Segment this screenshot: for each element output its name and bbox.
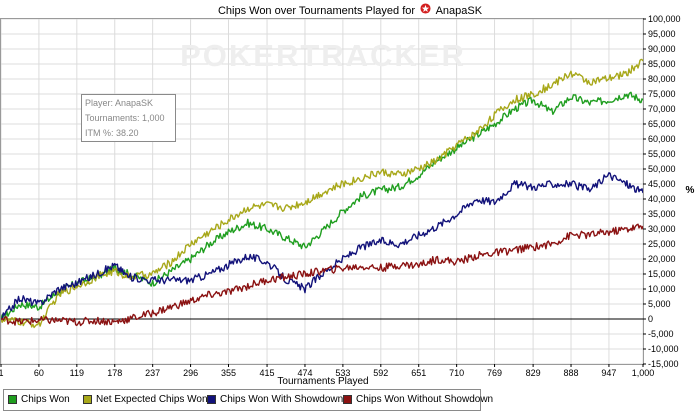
y-tick-label: 80,000 xyxy=(648,74,676,84)
y-tick-label: 75,000 xyxy=(648,89,676,99)
x-tick-label: 1 xyxy=(0,368,4,378)
x-tick-label: 355 xyxy=(221,368,236,378)
x-tick-label: 415 xyxy=(260,368,275,378)
y-right-unit-label: % xyxy=(686,185,695,196)
x-tick-label: 829 xyxy=(526,368,541,378)
x-tick-label: 769 xyxy=(487,368,502,378)
legend-item-without-showdown: Chips Won Without Showdown xyxy=(343,394,493,405)
legend-swatch-with-showdown xyxy=(207,395,216,404)
y-tick-label: -15,000 xyxy=(648,359,679,369)
y-tick-label: 20,000 xyxy=(648,254,676,264)
info-player: Player: AnapaSK xyxy=(85,98,153,108)
y-tick-label: -5,000 xyxy=(648,329,674,339)
info-box: Player: AnapaSK Tournaments: 1,000 ITM %… xyxy=(81,94,176,142)
pokertracker-watermark: POKERTRACKER xyxy=(180,38,466,73)
pokerstars-icon xyxy=(420,3,431,17)
y-tick-label: 85,000 xyxy=(648,59,676,69)
plot-border xyxy=(0,18,644,365)
series-net-expected-chips-won xyxy=(0,58,644,329)
x-tick-label: 178 xyxy=(107,368,122,378)
chart-title: Chips Won over Tournaments Played for An… xyxy=(0,3,700,19)
legend-label: Chips Won With Showdown xyxy=(220,394,344,405)
legend-item-with-showdown: Chips Won With Showdown xyxy=(207,394,343,405)
x-tick-label: 474 xyxy=(297,368,312,378)
x-tick-label: 1,000 xyxy=(632,368,655,378)
chart-plot: POKERTRACKER 1 60 119 178 237 296 355 415 474 533… xyxy=(0,14,695,387)
grid-lines xyxy=(0,18,644,365)
legend-label: Net Expected Chips Won xyxy=(96,394,208,405)
x-axis: 1 60 119 178 237 296 355 415 474 533 592 651 710 769 8… xyxy=(0,364,654,378)
y-tick-label: -10,000 xyxy=(648,344,679,354)
y-tick-label: 50,000 xyxy=(648,164,676,174)
y-tick-label: 0 xyxy=(648,314,653,324)
player-name: AnapaSK xyxy=(435,4,483,17)
y-tick-label: 60,000 xyxy=(648,134,676,144)
legend-label: Chips Won Without Showdown xyxy=(356,394,494,405)
x-tick-label: 592 xyxy=(373,368,388,378)
y-tick-label: 15,000 xyxy=(648,269,676,279)
chart-title-text: Chips Won over Tournaments Played for xyxy=(217,4,416,17)
y-tick-label: 55,000 xyxy=(648,149,676,159)
legend-item-chips-won: Chips Won xyxy=(8,394,70,405)
series-chips-won-without-showdown xyxy=(0,223,644,327)
x-tick-label: 710 xyxy=(449,368,464,378)
legend-label: Chips Won xyxy=(21,394,70,405)
legend-swatch-without-showdown xyxy=(343,395,352,404)
y-tick-label: 30,000 xyxy=(648,224,676,234)
legend-item-net-expected: Net Expected Chips Won xyxy=(83,394,208,405)
x-tick-label: 296 xyxy=(183,368,198,378)
legend-swatch-net-expected xyxy=(83,395,92,404)
y-tick-label: 5,000 xyxy=(648,299,671,309)
x-tick-label: 947 xyxy=(601,368,616,378)
x-tick-label: 119 xyxy=(70,368,84,378)
info-tournaments: Tournaments: 1,000 xyxy=(85,113,165,123)
x-tick-label: 888 xyxy=(564,368,579,378)
y-tick-label: 40,000 xyxy=(648,194,676,204)
y-tick-label: 95,000 xyxy=(648,29,676,39)
y-tick-label: 90,000 xyxy=(648,44,676,54)
x-tick-label: 533 xyxy=(335,368,350,378)
y-tick-label: 70,000 xyxy=(648,104,676,114)
x-axis-label: Tournaments Played xyxy=(277,376,368,387)
legend: Chips Won Net Expected Chips Won Chips W… xyxy=(3,389,493,411)
legend-swatch-chips-won xyxy=(8,395,17,404)
y-tick-label: 25,000 xyxy=(648,239,676,249)
info-itm: ITM %: 38.20 xyxy=(85,128,139,138)
y-axis: -15,000 -10,000 -5,000 0 5,000 10,000 15,000 20… xyxy=(643,14,681,369)
x-tick-label: 60 xyxy=(34,368,44,378)
series-lines xyxy=(0,58,644,329)
y-tick-label: 45,000 xyxy=(648,179,676,189)
x-tick-label: 237 xyxy=(145,368,160,378)
x-tick-label: 651 xyxy=(411,368,426,378)
y-tick-label: 65,000 xyxy=(648,119,676,129)
y-tick-label: 10,000 xyxy=(648,284,676,294)
y-tick-label: 35,000 xyxy=(648,209,676,219)
series-chips-won-with-showdown xyxy=(1,172,644,320)
y-tick-label: 100,000 xyxy=(648,14,681,24)
